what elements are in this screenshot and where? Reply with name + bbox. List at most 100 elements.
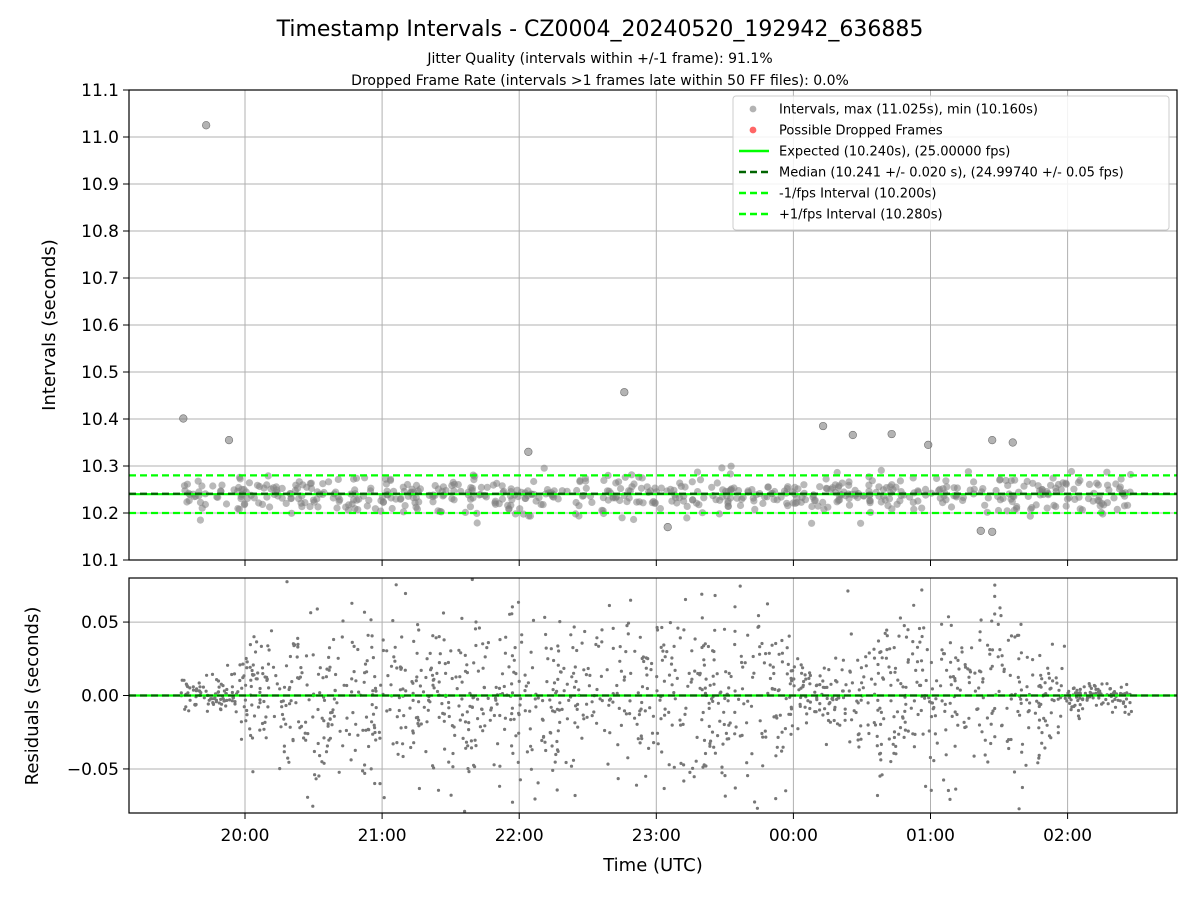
residual-point (441, 711, 445, 716)
legend-label: Median (10.241 +/- 0.020 s), (24.99740 +… (779, 166, 1124, 181)
residual-point (258, 686, 262, 691)
residual-point (1111, 699, 1115, 703)
interval-point (656, 505, 665, 513)
residual-point (503, 651, 507, 655)
residual-point (828, 701, 832, 705)
residual-point (329, 711, 333, 715)
interval-point (888, 481, 896, 489)
residual-point (801, 666, 805, 670)
residual-point (607, 603, 612, 608)
interval-point (800, 481, 808, 489)
residual-point (533, 697, 537, 701)
residual-point (724, 731, 729, 736)
residual-point (856, 701, 860, 705)
residual-point (763, 729, 767, 733)
interval-point (794, 485, 802, 493)
residual-point (901, 685, 905, 689)
interval-point (429, 498, 437, 506)
interval-point (724, 497, 732, 505)
residual-point (1017, 633, 1021, 637)
residual-point (518, 697, 523, 701)
residual-point (878, 706, 882, 710)
residual-point (258, 728, 262, 732)
residual-point (712, 682, 716, 686)
residual-point (278, 767, 282, 771)
interval-point (657, 484, 666, 492)
residual-point (945, 668, 949, 672)
interval-point (354, 506, 362, 514)
residual-point (266, 662, 271, 666)
interval-point (827, 485, 835, 493)
residual-point (544, 632, 548, 637)
residual-point (1048, 687, 1052, 691)
residual-point (885, 634, 889, 638)
residual-point (1047, 671, 1051, 676)
residual-point (1059, 684, 1063, 688)
residual-point (572, 625, 576, 629)
residual-point (1054, 676, 1058, 680)
residual-point (585, 715, 589, 719)
residual-point (904, 635, 909, 639)
residual-point (720, 765, 724, 769)
residual-point (933, 732, 938, 736)
interval-point (996, 476, 1004, 484)
residual-point (643, 709, 647, 713)
residual-point (281, 699, 285, 703)
residual-point (1097, 696, 1101, 700)
residual-point (989, 741, 993, 746)
residual-point (825, 696, 829, 701)
residual-point (1068, 701, 1072, 706)
residual-point (843, 718, 847, 722)
residual-point (240, 686, 244, 690)
interval-point (363, 502, 371, 510)
residual-point (553, 760, 557, 764)
residual-point (556, 729, 560, 733)
residual-point (207, 698, 211, 702)
residual-point (309, 611, 313, 615)
residual-point (757, 624, 761, 629)
legend-marker (749, 105, 757, 113)
residual-point (264, 715, 268, 719)
residual-point (857, 688, 861, 692)
residual-point (267, 686, 271, 690)
interval-point (222, 500, 231, 508)
residual-point (1065, 699, 1069, 703)
residual-point (670, 656, 674, 660)
residual-point (569, 633, 573, 637)
residual-point (233, 702, 237, 706)
residual-point (369, 767, 373, 771)
residual-point (655, 625, 659, 630)
residual-point (655, 675, 659, 679)
residual-point (486, 696, 490, 701)
residual-point (510, 744, 514, 748)
residual-point (489, 708, 493, 712)
residual-point (751, 654, 755, 659)
residual-point (766, 691, 770, 696)
residual-point (288, 702, 292, 706)
residual-point (923, 696, 927, 700)
residual-point (977, 686, 981, 690)
residual-point (857, 745, 861, 749)
residual-point (770, 687, 775, 691)
residual-point (404, 725, 408, 730)
residual-point (530, 666, 535, 670)
residual-point (1058, 696, 1062, 700)
residual-point (944, 728, 948, 732)
residual-point (881, 677, 886, 681)
residual-point (821, 713, 825, 717)
residual-point (290, 680, 294, 684)
residual-point (758, 719, 762, 723)
residual-point (663, 713, 667, 717)
residual-point (288, 725, 292, 729)
residual-point (556, 644, 560, 648)
residual-point (239, 720, 243, 724)
bottom-xtick-label: 20:00 (221, 826, 270, 846)
residual-point (963, 725, 967, 730)
residual-point (640, 700, 644, 705)
residual-point (1118, 699, 1122, 703)
residual-point (1125, 682, 1129, 687)
interval-point (335, 497, 343, 505)
residual-point (187, 709, 191, 713)
residual-point (670, 723, 674, 727)
residual-point (780, 749, 784, 753)
